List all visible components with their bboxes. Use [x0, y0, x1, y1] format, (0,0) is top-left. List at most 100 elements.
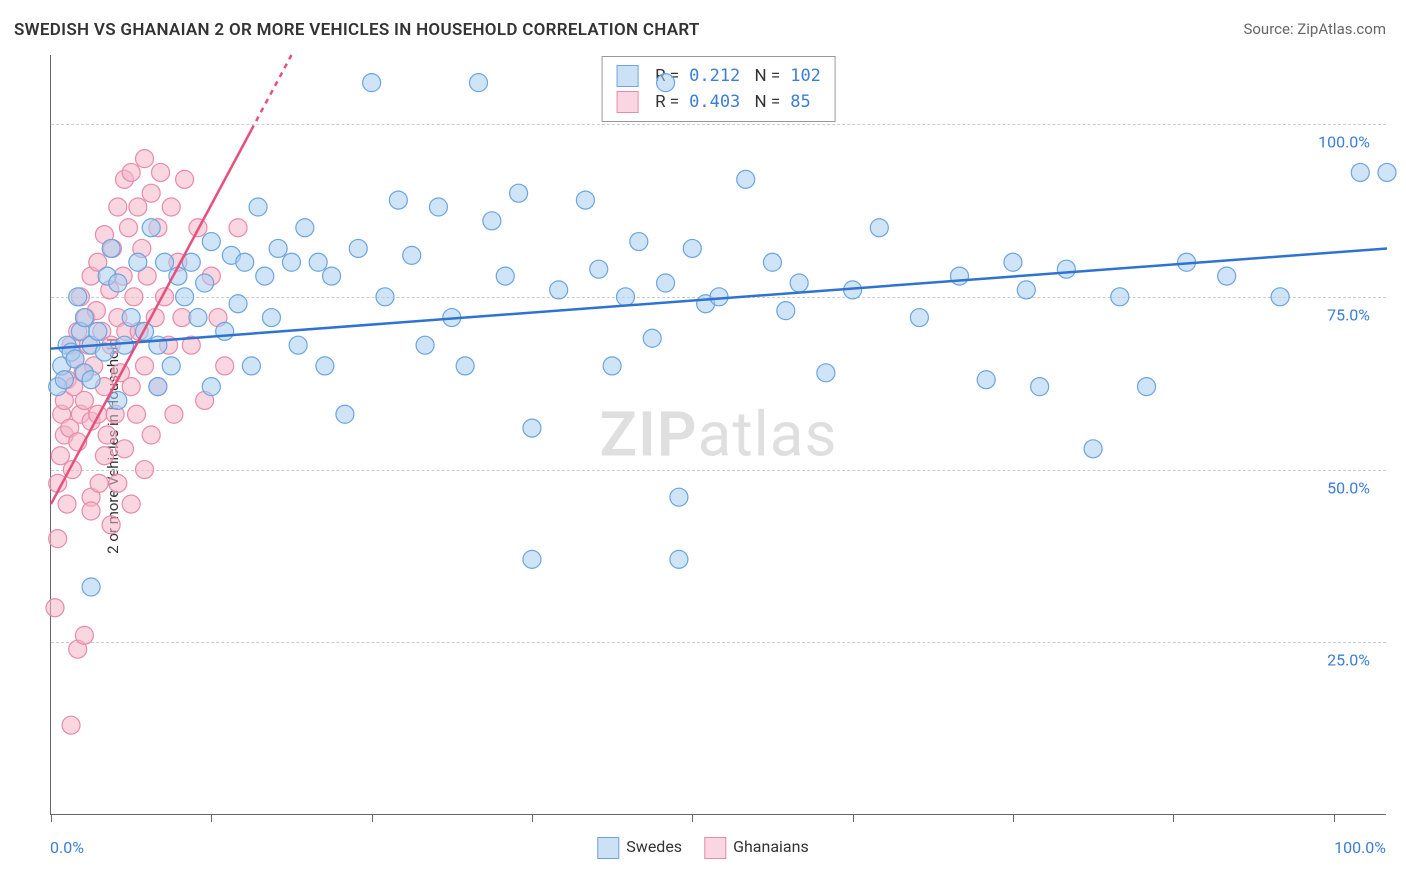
data-point [777, 302, 795, 320]
data-point [1351, 163, 1369, 181]
data-point [156, 253, 174, 271]
x-tick [532, 814, 533, 822]
data-point [122, 309, 140, 327]
data-point [616, 288, 634, 306]
data-point [169, 267, 187, 285]
data-point [75, 626, 93, 644]
chart-source: Source: ZipAtlas.com [1243, 20, 1386, 38]
data-point [176, 170, 194, 188]
data-point [376, 288, 394, 306]
x-tick [1334, 814, 1335, 822]
data-point [1111, 288, 1129, 306]
trend-line-dashed [251, 55, 291, 130]
legend-item-swedes: Swedes [597, 837, 682, 859]
data-point [236, 253, 254, 271]
data-point [249, 198, 267, 216]
swatch-blue-icon [597, 837, 619, 859]
data-point [523, 550, 541, 568]
data-point [89, 322, 107, 340]
data-point [115, 336, 133, 354]
data-point [670, 488, 688, 506]
data-point [128, 405, 146, 423]
data-point [122, 163, 140, 181]
data-point [82, 578, 100, 596]
data-point [1084, 440, 1102, 458]
data-point [98, 426, 116, 444]
series-legend: Swedes Ghanaians [597, 837, 808, 859]
data-point [122, 378, 140, 396]
data-point [82, 371, 100, 389]
data-point [429, 198, 447, 216]
data-point [296, 219, 314, 237]
data-point [950, 267, 968, 285]
data-point [389, 191, 407, 209]
data-point [90, 474, 108, 492]
data-point [142, 426, 160, 444]
data-point [136, 357, 154, 375]
data-point [657, 274, 675, 292]
data-point [152, 163, 170, 181]
data-point [316, 357, 334, 375]
data-point [119, 219, 137, 237]
data-point [102, 516, 120, 534]
data-point [1057, 260, 1075, 278]
data-point [202, 233, 220, 251]
data-point [470, 74, 488, 92]
data-point [256, 267, 274, 285]
data-point [737, 170, 755, 188]
data-point [216, 322, 234, 340]
data-point [162, 357, 180, 375]
data-point [269, 239, 287, 257]
x-tick [51, 814, 52, 822]
data-point [550, 281, 568, 299]
data-point [46, 599, 64, 617]
data-point [590, 260, 608, 278]
x-tick [211, 814, 212, 822]
data-point [1218, 267, 1236, 285]
plot-area: 25.0%50.0%75.0%100.0% ZIPatlas R = 0.212… [50, 55, 1386, 815]
data-point [109, 274, 127, 292]
data-point [125, 288, 143, 306]
data-point [790, 274, 808, 292]
data-point [657, 74, 675, 92]
data-point [142, 184, 160, 202]
data-point [870, 219, 888, 237]
data-point [202, 378, 220, 396]
data-point [229, 295, 247, 313]
data-point [242, 357, 260, 375]
legend-item-ghanaians: Ghanaians [704, 837, 809, 859]
data-point [122, 495, 140, 513]
x-tick [1173, 814, 1174, 822]
data-point [49, 530, 67, 548]
data-point [189, 309, 207, 327]
data-point [483, 212, 501, 230]
data-point [670, 550, 688, 568]
data-point [162, 198, 180, 216]
data-point [62, 716, 80, 734]
data-point [1017, 281, 1035, 299]
data-point [58, 495, 76, 513]
data-point [309, 253, 327, 271]
data-point [75, 391, 93, 409]
data-point [262, 309, 280, 327]
data-point [416, 336, 434, 354]
x-tick [1013, 814, 1014, 822]
x-tick [692, 814, 693, 822]
data-point [196, 274, 214, 292]
data-point [683, 239, 701, 257]
data-point [216, 357, 234, 375]
scatter-svg [51, 55, 1386, 814]
data-point [403, 246, 421, 264]
data-point [55, 371, 73, 389]
data-point [142, 219, 160, 237]
data-point [176, 288, 194, 306]
data-point [149, 378, 167, 396]
data-point [109, 474, 127, 492]
x-tick [372, 814, 373, 822]
data-point [75, 309, 93, 327]
data-point [363, 74, 381, 92]
data-point [129, 253, 147, 271]
data-point [763, 253, 781, 271]
x-axis-min-label: 0.0% [50, 838, 84, 857]
data-point [173, 309, 191, 327]
